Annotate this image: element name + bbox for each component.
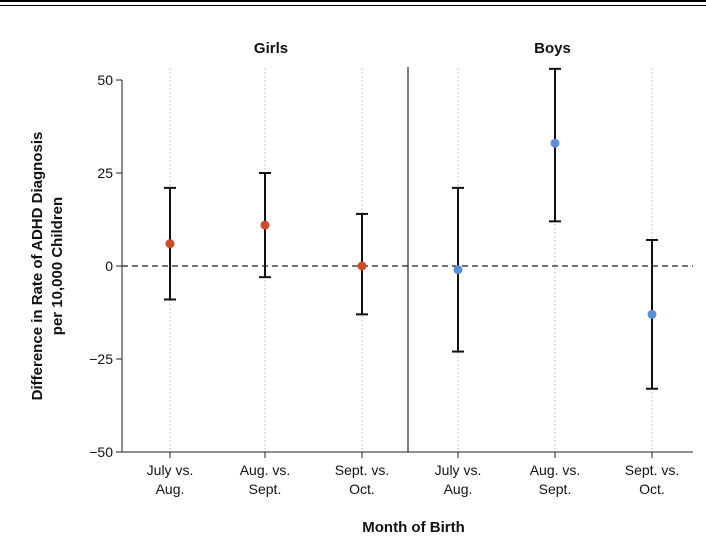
x-tick-label: Sept. vs. bbox=[335, 462, 389, 478]
top-rule bbox=[0, 0, 706, 2]
x-tick-label: Oct. bbox=[639, 481, 665, 497]
x-tick-label: July vs. bbox=[147, 462, 194, 478]
x-tick-label: Sept. bbox=[539, 481, 572, 497]
estimate-point bbox=[165, 239, 175, 249]
estimate-point bbox=[453, 265, 463, 275]
y-tick-label: 50 bbox=[97, 72, 113, 88]
y-axis-label-line2: per 10,000 Children bbox=[49, 197, 66, 335]
y-tick-label: −50 bbox=[89, 444, 113, 460]
estimate-point bbox=[647, 309, 657, 319]
y-tick-label: 25 bbox=[97, 165, 113, 181]
x-tick-label: Aug. vs. bbox=[240, 462, 291, 478]
x-tick-label: Aug. vs. bbox=[530, 462, 581, 478]
x-axis-label: Month of Birth bbox=[362, 519, 464, 536]
x-tick-label: Aug. bbox=[156, 481, 185, 497]
y-axis-label-line1: Difference in Rate of ADHD Diagnosis bbox=[29, 132, 46, 401]
x-tick-label: Oct. bbox=[349, 481, 375, 497]
panel-title: Boys bbox=[534, 40, 571, 57]
estimate-point bbox=[357, 261, 367, 271]
x-tick-label: Aug. bbox=[444, 481, 473, 497]
y-tick-label: −25 bbox=[89, 351, 113, 367]
estimate-point bbox=[260, 220, 270, 230]
y-tick-label: 0 bbox=[105, 258, 113, 274]
x-tick-label: Sept. vs. bbox=[625, 462, 679, 478]
panel-title: Girls bbox=[254, 40, 288, 57]
estimate-point bbox=[550, 138, 560, 148]
x-tick-label: Sept. bbox=[249, 481, 282, 497]
x-tick-label: July vs. bbox=[435, 462, 482, 478]
top-rule-thin bbox=[0, 5, 706, 6]
